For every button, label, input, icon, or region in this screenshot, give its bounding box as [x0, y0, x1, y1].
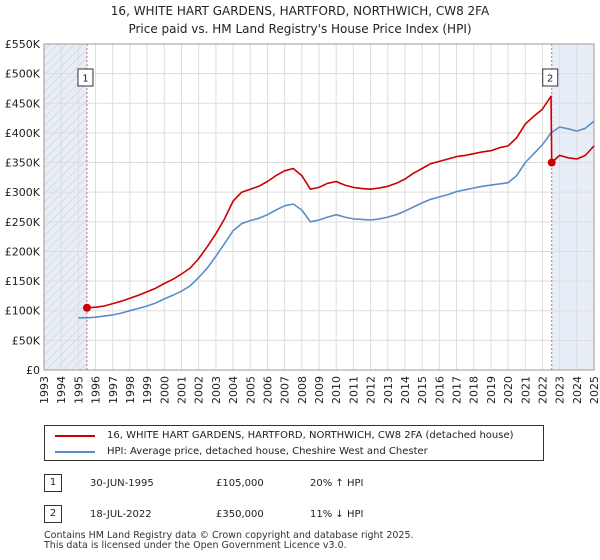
x-tick-label: 1993: [38, 376, 51, 404]
annotation-label: 1: [82, 74, 88, 85]
footer-line1: Contains HM Land Registry data © Crown c…: [44, 530, 414, 541]
y-tick-label: £50K: [12, 334, 41, 347]
transaction-point: [547, 158, 556, 167]
transaction-hpi-diff: 20% ↑ HPI: [310, 478, 364, 489]
property-price-line: [86, 95, 595, 309]
x-tick-label: 1999: [141, 376, 154, 404]
footer: Contains HM Land Registry data © Crown c…: [44, 531, 414, 551]
annotation-box: [77, 68, 94, 87]
transaction-price: £105,000: [216, 478, 264, 489]
x-tick-label: 2004: [227, 376, 240, 404]
x-tick-label: 1997: [107, 376, 120, 404]
x-tick-label: 2015: [416, 376, 429, 404]
y-tick-label: £350K: [5, 157, 41, 170]
x-tick-label: 2003: [210, 376, 223, 404]
y-tick-label: £450K: [5, 97, 41, 110]
y-tick-label: £400K: [5, 127, 41, 140]
legend-swatch-property: [55, 435, 95, 437]
chart-title-line2: Price paid vs. HM Land Registry's House …: [128, 22, 472, 36]
annotation-box: [542, 68, 559, 87]
legend-label-hpi: HPI: Average price, detached house, Ches…: [107, 446, 428, 457]
x-tick-label: 2017: [451, 376, 464, 404]
legend-label-property: 16, WHITE HART GARDENS, HARTFORD, NORTHW…: [107, 430, 514, 441]
transaction-date: 30-JUN-1995: [90, 478, 154, 489]
chart-title: 16, WHITE HART GARDENS, HARTFORD, NORTHW…: [0, 2, 600, 38]
transaction-row: 1 30-JUN-1995 £105,000 20% ↑ HPI: [44, 474, 564, 492]
transaction-badge: 2: [44, 505, 62, 523]
x-tick-label: 1996: [90, 376, 103, 404]
x-tick-label: 2005: [244, 376, 257, 404]
x-tick-label: 2006: [261, 376, 274, 404]
x-tick-label: 1998: [124, 376, 137, 404]
y-tick-label: £500K: [5, 68, 41, 81]
x-tick-label: 2009: [313, 376, 326, 404]
transaction-badge: 1: [44, 474, 62, 492]
x-tick-label: 2000: [158, 376, 171, 404]
x-tick-label: 2007: [279, 376, 292, 404]
x-tick-label: 2022: [536, 376, 549, 404]
chart-plot: £0 £50K £100K £150K £200K £250K £300K £350K £400…: [5, 38, 600, 404]
y-tick-label: £0: [26, 364, 40, 377]
x-tick-label: 1995: [72, 376, 85, 404]
hpi-line: [78, 120, 595, 319]
x-tick-label: 2012: [365, 376, 378, 404]
x-tick-label: 2014: [399, 376, 412, 404]
x-tick-label: 2019: [485, 376, 498, 404]
y-tick-label: £550K: [5, 38, 41, 51]
x-tick-label: 2001: [176, 376, 189, 404]
x-tick-label: 2013: [382, 376, 395, 404]
transaction-date: 18-JUL-2022: [90, 509, 152, 520]
x-tick-label: 2016: [433, 376, 446, 404]
shaded-region: [551, 44, 594, 370]
x-tick-label: 2008: [296, 376, 309, 404]
transaction-point: [82, 303, 91, 312]
x-tick-label: 2020: [502, 376, 515, 404]
x-tick-label: 2025: [588, 376, 600, 404]
x-tick-label: 2010: [330, 376, 343, 404]
y-tick-label: £250K: [5, 216, 41, 229]
footer-line2: This data is licensed under the Open Gov…: [44, 540, 347, 551]
x-tick-label: 2024: [571, 376, 584, 404]
annotation-label: 2: [547, 74, 553, 85]
y-tick-label: £200K: [5, 245, 41, 258]
y-tick-label: £100K: [5, 305, 41, 318]
transaction-row: 2 18-JUL-2022 £350,000 11% ↓ HPI: [44, 505, 564, 523]
transaction-price: £350,000: [216, 509, 264, 520]
x-tick-label: 1994: [55, 376, 68, 404]
y-tick-label: £300K: [5, 186, 41, 199]
legend: 16, WHITE HART GARDENS, HARTFORD, NORTHW…: [44, 425, 544, 461]
x-tick-label: 2023: [554, 376, 567, 404]
x-tick-label: 2002: [193, 376, 206, 404]
legend-swatch-hpi: [55, 451, 95, 453]
y-tick-label: £150K: [5, 275, 41, 288]
shaded-region: [44, 44, 87, 370]
x-tick-label: 2018: [468, 376, 481, 404]
transaction-hpi-diff: 11% ↓ HPI: [310, 509, 364, 520]
x-tick-label: 2021: [519, 376, 532, 404]
chart-title-line1: 16, WHITE HART GARDENS, HARTFORD, NORTHW…: [110, 4, 490, 18]
x-tick-label: 2011: [347, 376, 360, 404]
plot-frame: [43, 43, 595, 371]
